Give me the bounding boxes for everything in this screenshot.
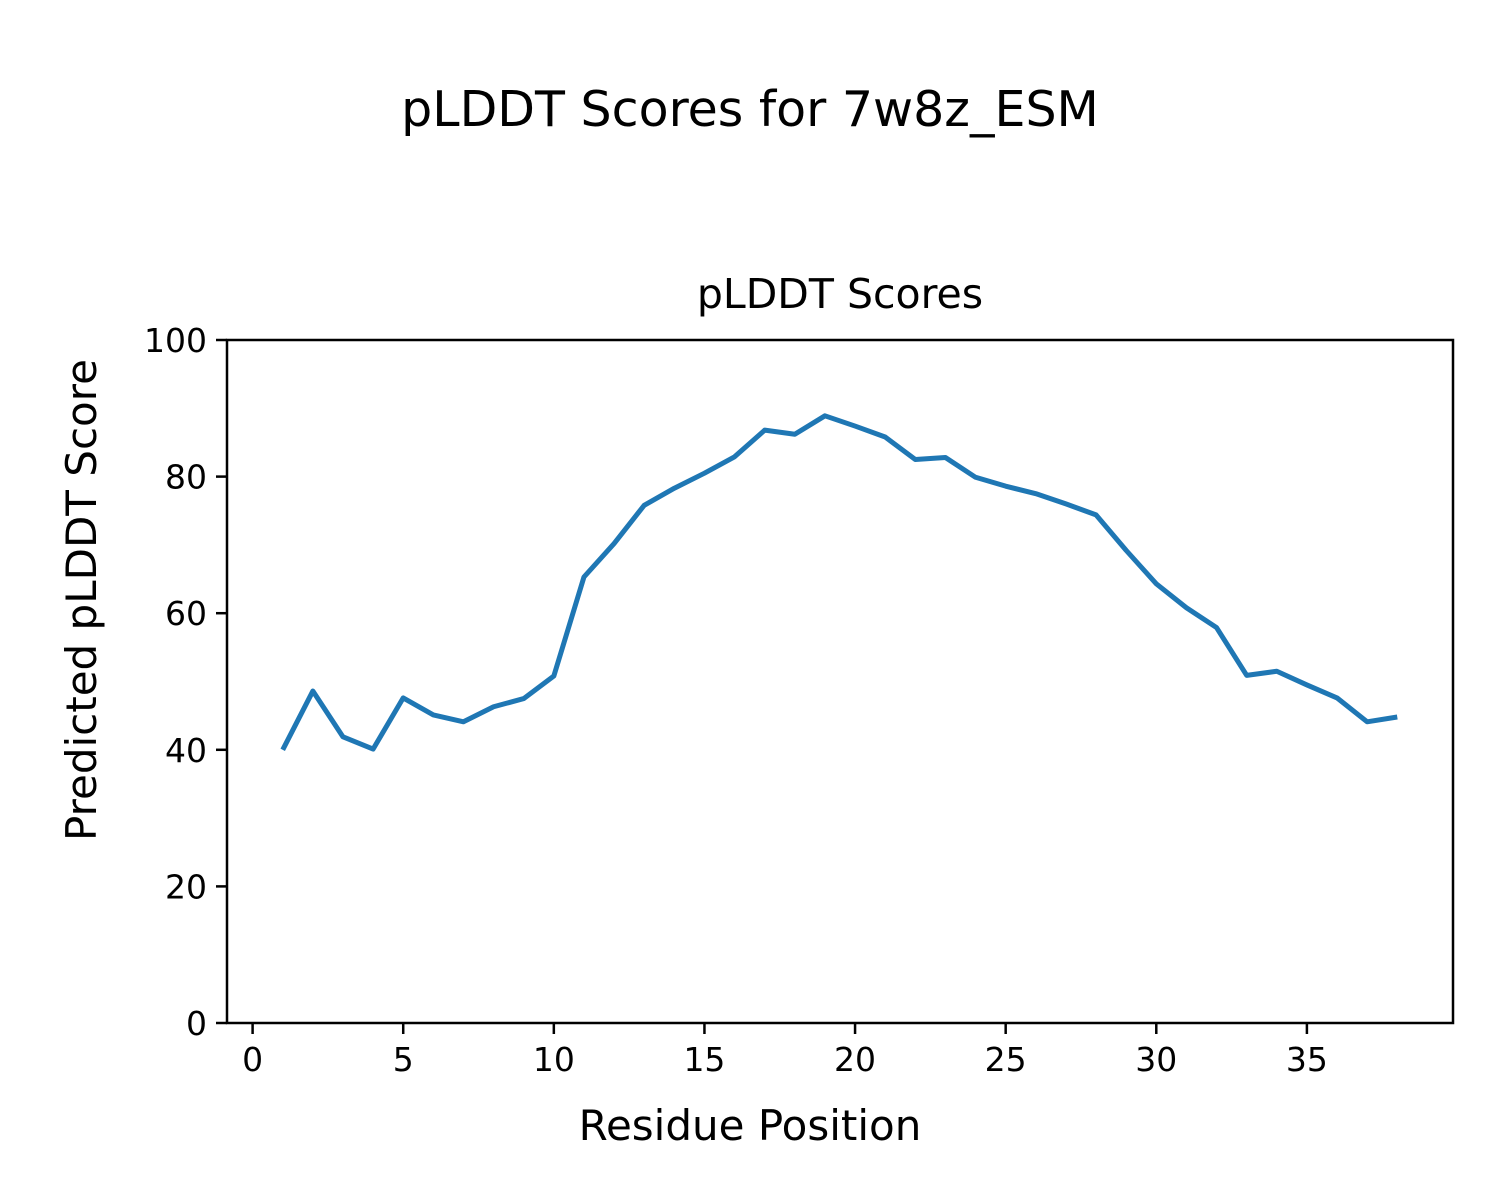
axes-title: pLDDT Scores	[696, 270, 984, 318]
figure-title: pLDDT Scores for 7w8z_ESM	[401, 81, 1099, 138]
y-tick-label: 80	[165, 458, 207, 497]
y-tick-label: 20	[165, 867, 207, 906]
x-tick-label: 25	[985, 1040, 1027, 1079]
x-axis-label: Residue Position	[578, 1101, 922, 1150]
x-tick-label: 30	[1135, 1040, 1177, 1079]
y-tick-label: 60	[165, 594, 207, 633]
x-tick-label: 5	[393, 1040, 414, 1079]
y-tick-label: 100	[144, 321, 207, 360]
x-tick-label: 10	[533, 1040, 575, 1079]
plddt-line	[280, 413, 1398, 752]
y-tick-label: 0	[186, 1004, 207, 1043]
x-tick-label: 20	[834, 1040, 876, 1079]
y-tick-label: 40	[165, 731, 207, 770]
axes-spines	[225, 338, 1455, 1025]
x-tick-label: 0	[242, 1040, 263, 1079]
x-tick-label: 15	[683, 1040, 725, 1079]
x-tick-label: 35	[1286, 1040, 1328, 1079]
